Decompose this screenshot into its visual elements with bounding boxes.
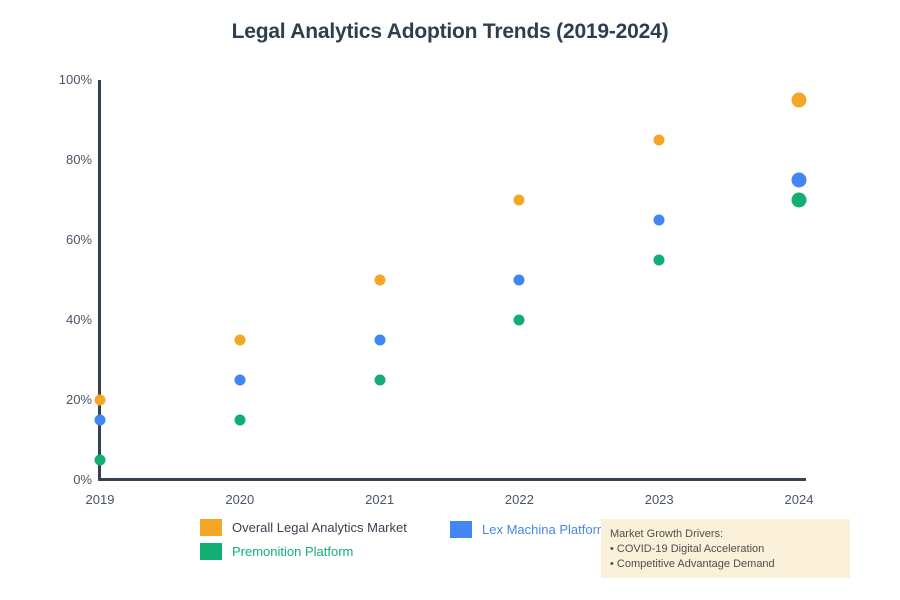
y-axis-tick-label: 60%	[65, 232, 92, 247]
data-point	[653, 134, 665, 146]
y-axis-tick-label: 80%	[65, 152, 92, 167]
data-point	[234, 414, 246, 426]
x-axis-tick-label: 2021	[365, 492, 395, 507]
legend-item-premonition[interactable]: Premonition Platform	[200, 543, 353, 560]
data-point	[234, 374, 246, 386]
x-axis-tick-label: 2024	[784, 492, 814, 507]
chart-title: Legal Analytics Adoption Trends (2019-20…	[231, 20, 669, 43]
x-axis-tick-label: 2022	[504, 492, 534, 507]
data-point	[94, 394, 106, 406]
legend-swatch-lex-machina	[450, 521, 472, 538]
y-axis-tick-label: 0%	[73, 472, 92, 487]
data-point	[374, 374, 386, 386]
data-point	[653, 214, 665, 226]
x-axis-tick-label: 2020	[225, 492, 255, 507]
data-point	[791, 172, 807, 188]
legend-swatch-overall-market	[200, 519, 222, 536]
x-axis-tick-label: 2023	[644, 492, 674, 507]
data-point	[374, 334, 386, 346]
data-point	[513, 314, 525, 326]
data-point	[94, 454, 106, 466]
legend-item-overall-market[interactable]: Overall Legal Analytics Market	[200, 519, 407, 536]
data-point	[513, 274, 525, 286]
annotation-bullet: • Competitive Advantage Demand	[610, 558, 775, 570]
x-axis-tick-label: 2019	[85, 492, 115, 507]
data-point	[791, 192, 807, 208]
data-point	[653, 254, 665, 266]
legend-swatch-premonition	[200, 543, 222, 560]
y-axis-line	[98, 80, 101, 481]
legend-item-lex-machina[interactable]: Lex Machina Platform	[450, 521, 608, 538]
annotation-box: Market Growth Drivers: • COVID-19 Digita…	[601, 519, 850, 578]
y-axis-tick-label: 100%	[58, 72, 92, 87]
legend-label-lex-machina: Lex Machina Platform	[482, 522, 608, 537]
data-point	[791, 92, 807, 108]
annotation-title: Market Growth Drivers:	[610, 528, 724, 540]
legend-label-premonition: Premonition Platform	[232, 544, 354, 559]
data-point	[374, 274, 386, 286]
data-point	[234, 334, 246, 346]
x-axis-line	[98, 478, 806, 481]
y-axis-tick-label: 20%	[65, 392, 92, 407]
annotation-bullets: • COVID-19 Digital Acceleration • Competi…	[610, 542, 842, 572]
y-axis-tick-label: 40%	[65, 312, 92, 327]
data-point	[513, 194, 525, 206]
legend-label-overall-market: Overall Legal Analytics Market	[232, 520, 407, 535]
data-point	[94, 414, 106, 426]
annotation-bullet: • COVID-19 Digital Acceleration	[610, 543, 765, 555]
